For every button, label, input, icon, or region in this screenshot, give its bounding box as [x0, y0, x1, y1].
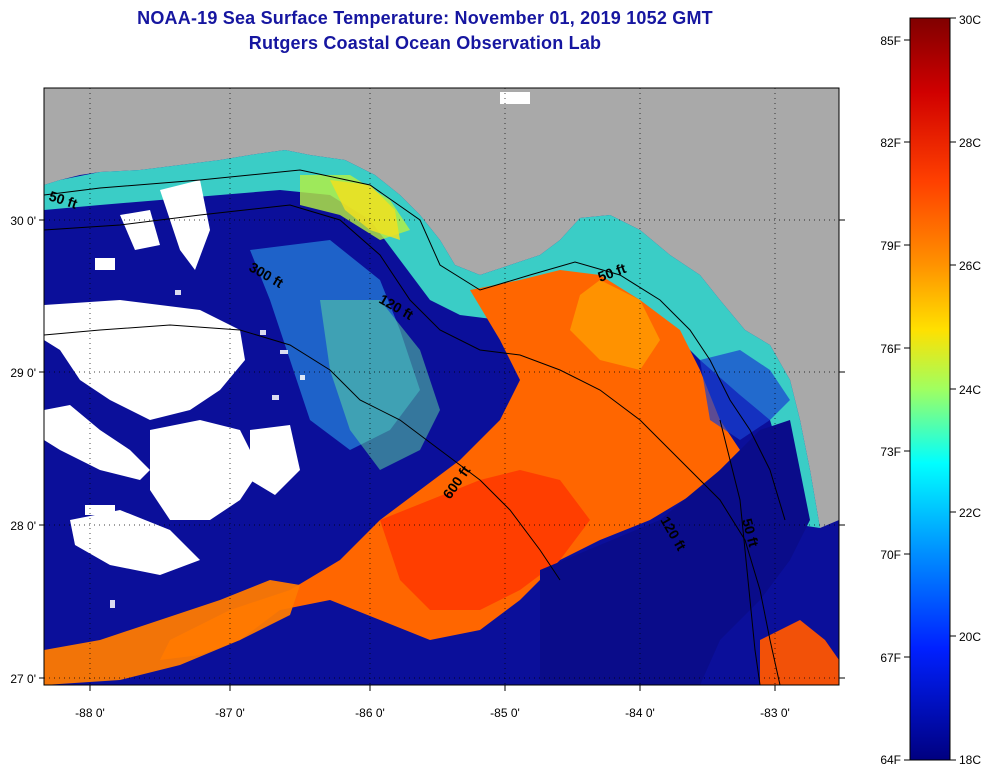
warm-water-southeast	[760, 620, 839, 685]
colorbar-fahrenheit-label: 67F	[880, 651, 901, 665]
warm-water-hot	[380, 470, 590, 610]
coastal-yellow	[330, 180, 400, 240]
colorbar	[909, 17, 951, 761]
cloud-patch	[500, 92, 530, 104]
colorbar-fahrenheit-label: 85F	[880, 34, 901, 48]
contour-label: 50 ft	[739, 517, 762, 549]
colorbar-celsius-label: 22C	[959, 506, 981, 520]
colorbar-fahrenheit-ticks	[904, 39, 910, 761]
colorbar-celsius-label: 30C	[959, 13, 981, 27]
colorbar-celsius-label: 28C	[959, 136, 981, 150]
colorbar-fahrenheit-label: 79F	[880, 239, 901, 253]
cloud-speckles	[70, 290, 305, 608]
longitude-label: -85 0'	[490, 706, 520, 720]
colorbar-celsius-label: 20C	[959, 630, 981, 644]
longitude-label: -87 0'	[215, 706, 245, 720]
latitude-label: 30 0'	[10, 214, 36, 228]
colorbar-fahrenheit-label: 70F	[880, 548, 901, 562]
map-panel: 50 ft 300 ft 120 ft 600 ft 50 ft 120 ft …	[44, 88, 839, 685]
colorbar-celsius-ticks	[950, 17, 956, 761]
cloud-cover-west	[44, 180, 300, 575]
longitude-label: -83 0'	[760, 706, 790, 720]
colorbar-fahrenheit-label: 82F	[880, 136, 901, 150]
cold-water-gradient	[700, 350, 790, 440]
warm-water-band	[44, 580, 300, 685]
map-border	[43, 87, 840, 686]
colorbar-fahrenheit-label: 73F	[880, 445, 901, 459]
colorbar-celsius-label: 24C	[959, 383, 981, 397]
warm-water-edge	[570, 280, 660, 370]
longitude-label: -86 0'	[355, 706, 385, 720]
latitude-label: 28 0'	[10, 519, 36, 533]
colorbar-celsius-label: 26C	[959, 259, 981, 273]
coastal-band	[44, 150, 820, 528]
longitude-label: -84 0'	[625, 706, 655, 720]
colorbar-fahrenheit-label: 76F	[880, 342, 901, 356]
map-title: NOAA-19 Sea Surface Temperature: Novembe…	[137, 8, 713, 28]
warm-water-core	[160, 270, 740, 660]
latitude-label: 29 0'	[10, 366, 36, 380]
longitude-label: -88 0'	[75, 706, 105, 720]
map-ticks	[39, 219, 845, 691]
depth-contours	[44, 169, 786, 685]
latitude-label: 27 0'	[10, 672, 36, 686]
cold-water-southeast	[540, 420, 810, 685]
map-subtitle: Rutgers Coastal Ocean Observation Lab	[248, 33, 602, 53]
colorbar-fahrenheit-label: 64F	[880, 753, 901, 767]
colorbar-celsius-label: 18C	[959, 753, 981, 767]
